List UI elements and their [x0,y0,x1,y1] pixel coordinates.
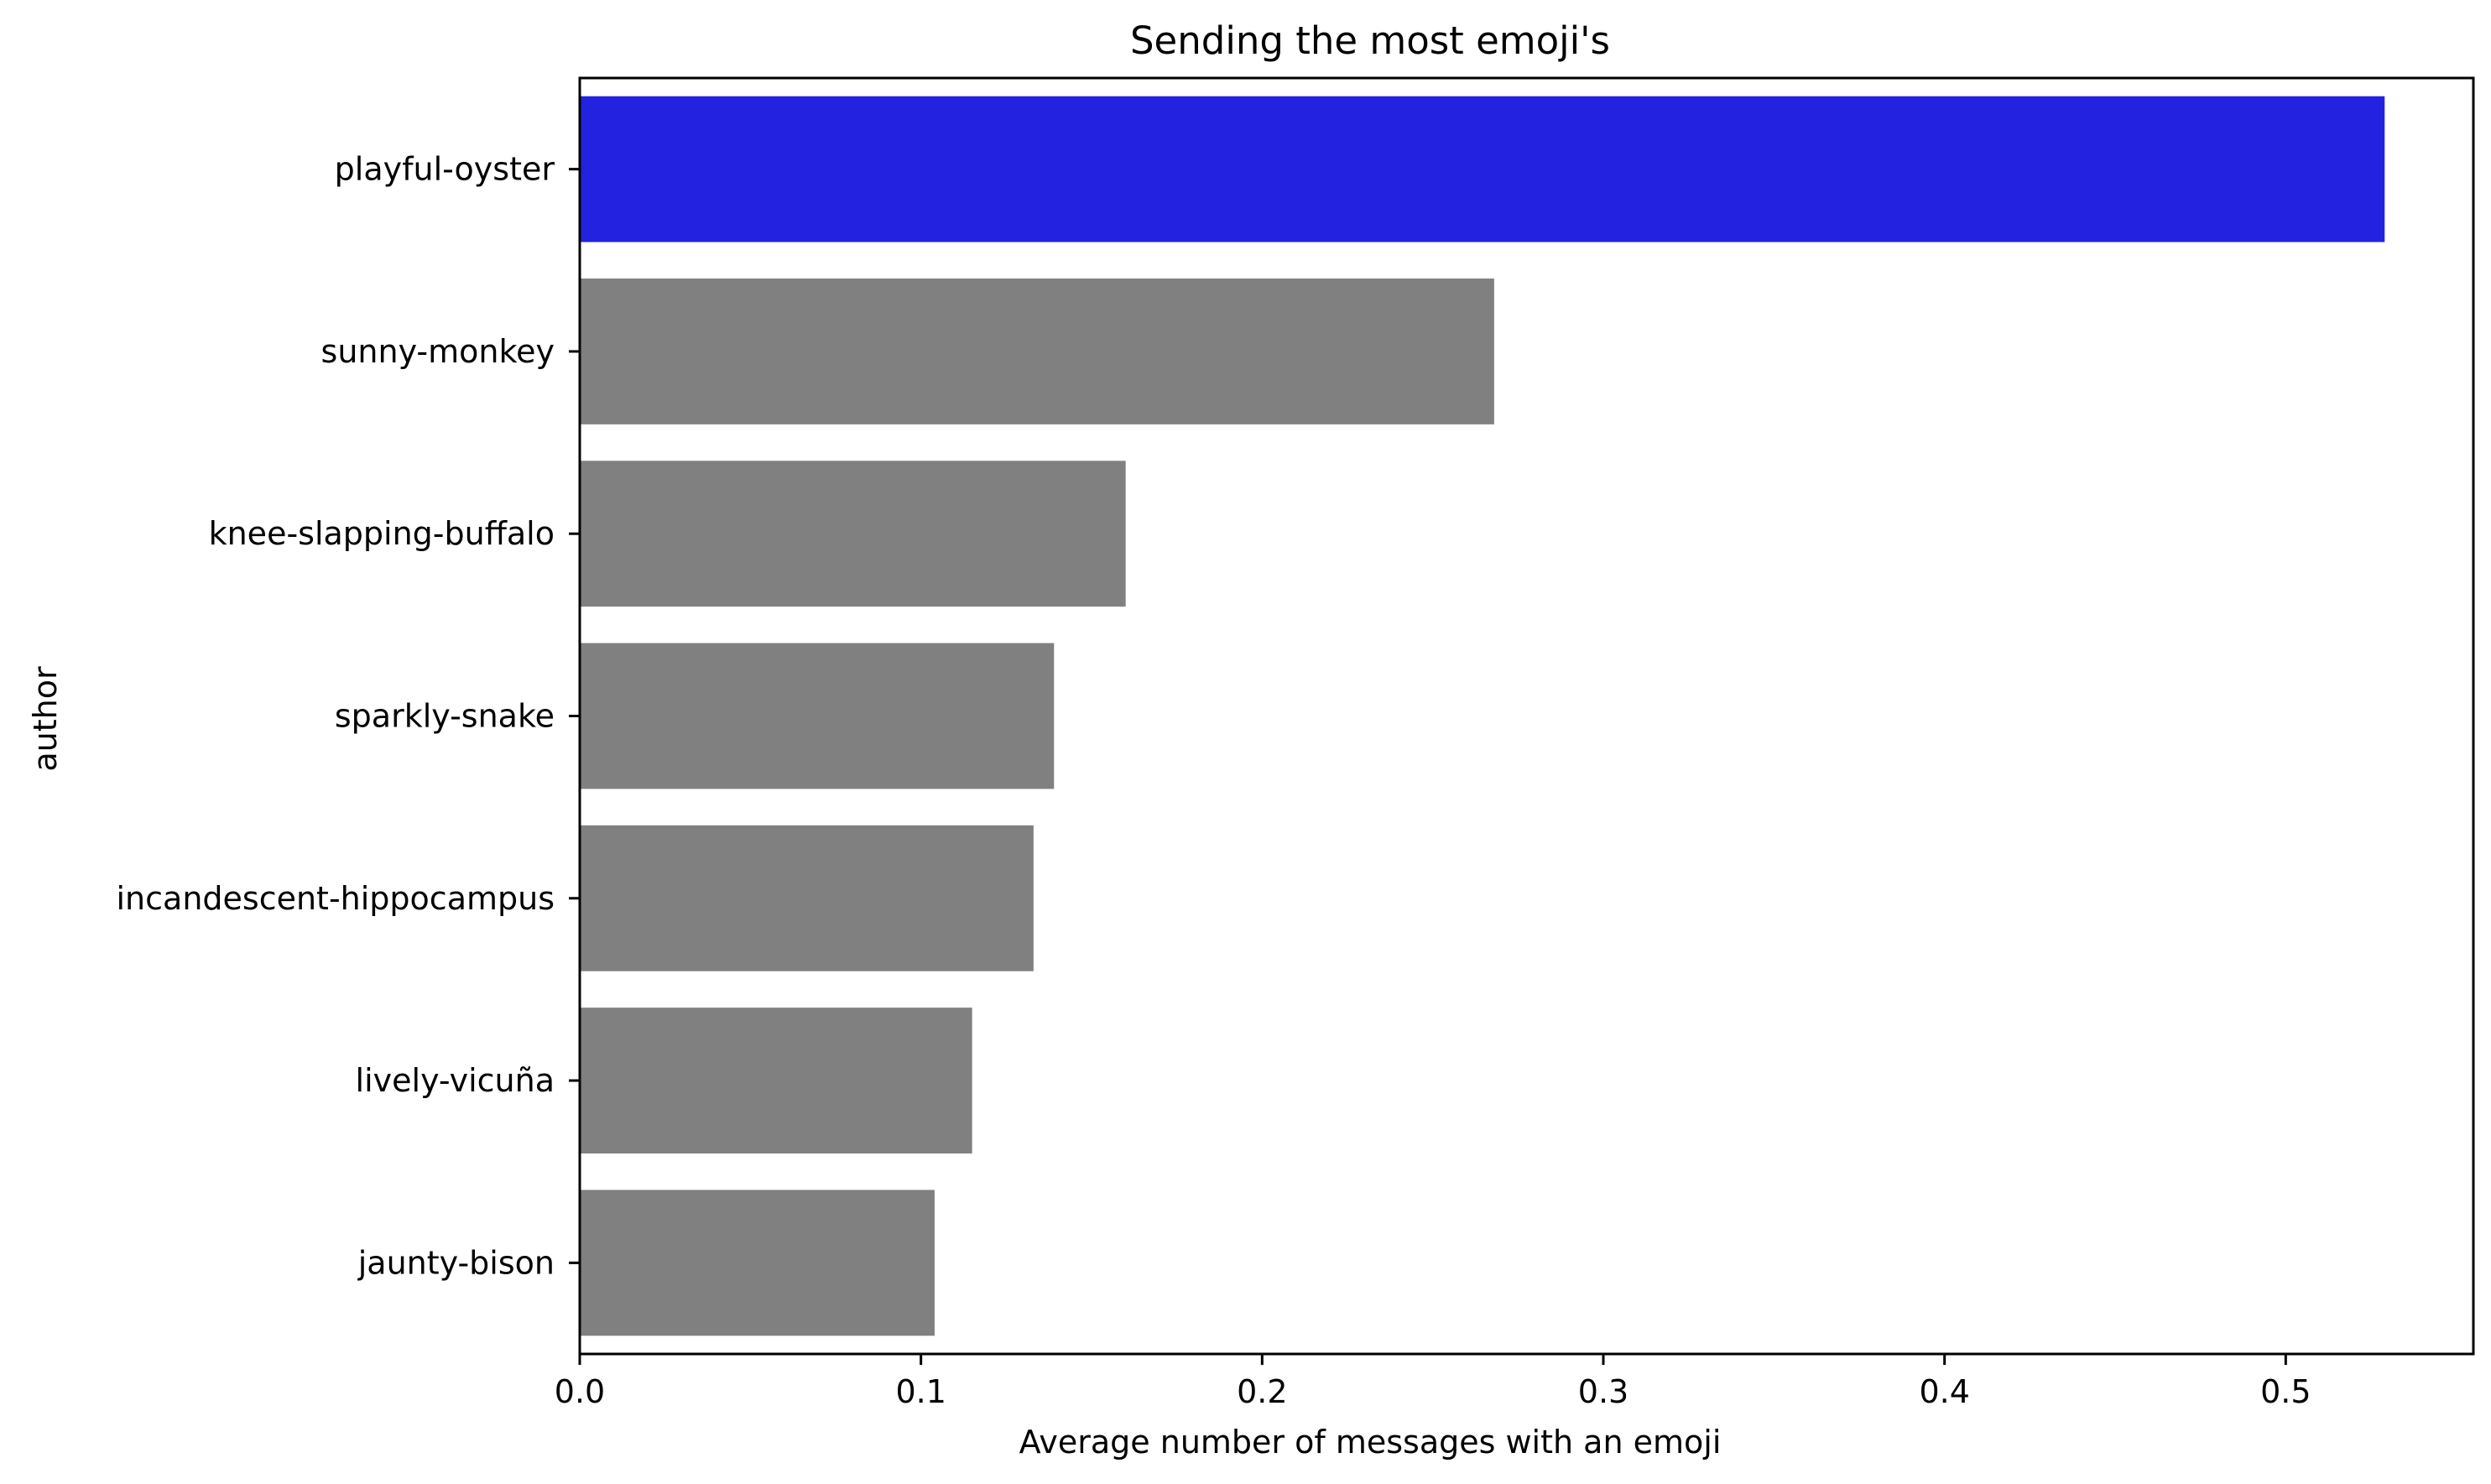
chart-title: Sending the most emoji's [1130,18,1610,63]
y-tick-label: knee-slapping-buffalo [209,515,555,552]
bar-jaunty-bison [580,1190,935,1336]
y-tick-label: playful-oyster [335,151,555,188]
y-axis-ticks: playful-oyster sunny-monkey knee-slapping-… [117,151,580,1281]
bar-incandescent-hippocampus [580,825,1034,971]
x-tick-label: 0.2 [1237,1373,1287,1410]
bar-lively-vicuña [580,1008,972,1153]
plot-frame [578,76,2475,1356]
x-tick-label: 0.1 [895,1373,946,1410]
y-tick-label: sparkly-snake [335,698,555,735]
bar-sparkly-snake [580,643,1055,789]
x-axis-title: Average number of messages with an emoji [1019,1424,1722,1461]
y-tick-label: sunny-monkey [321,333,555,370]
x-tick-label: 0.0 [555,1373,605,1410]
x-tick-label: 0.4 [1919,1373,1969,1410]
bar-knee-slapping-buffalo [580,461,1126,607]
y-tick-label: lively-vicuña [356,1062,555,1099]
y-tick-label: incandescent-hippocampus [117,880,555,917]
x-tick-label: 0.5 [2260,1373,2311,1410]
bar-sunny-monkey [580,279,1494,424]
y-axis-title: author [27,666,64,772]
x-axis-ticks: 0.0 0.1 0.2 0.3 0.4 0.5 [555,1354,2311,1410]
bar-playful-oyster [580,96,2385,242]
bars-group [580,96,2385,1336]
y-tick-label: jaunty-bison [357,1244,555,1281]
x-tick-label: 0.3 [1578,1373,1629,1410]
